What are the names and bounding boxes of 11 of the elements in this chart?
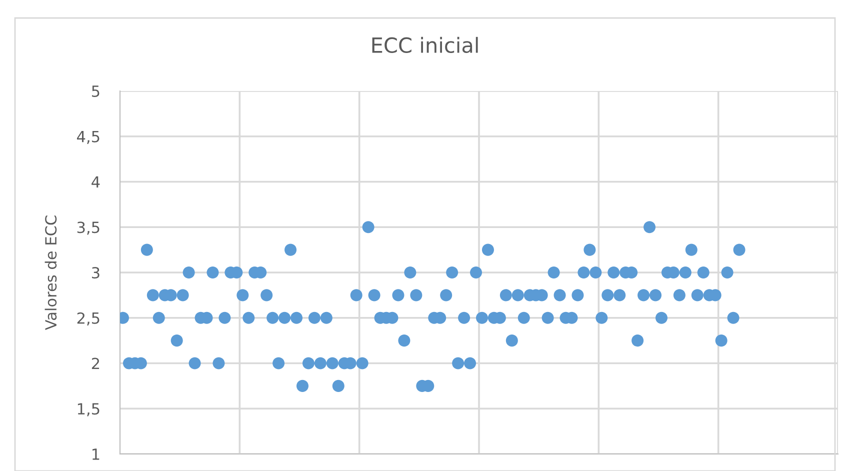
y-tick-label: 4,5 [77,131,100,144]
y-tick-label: 1 [92,448,100,460]
y-tick-label: 2,5 [77,312,100,326]
y-tick-label: 4 [92,176,100,188]
y-tick-label: 5 [92,86,100,98]
chart-title: ECC inicial [372,36,478,54]
y-tick-label: 3,5 [77,222,100,235]
y-tick-label: 3 [92,266,100,279]
y-axis-title: Valores de ECC [44,216,57,330]
y-tick-label: 2 [92,358,100,370]
y-tick-label: 1,5 [78,403,100,416]
